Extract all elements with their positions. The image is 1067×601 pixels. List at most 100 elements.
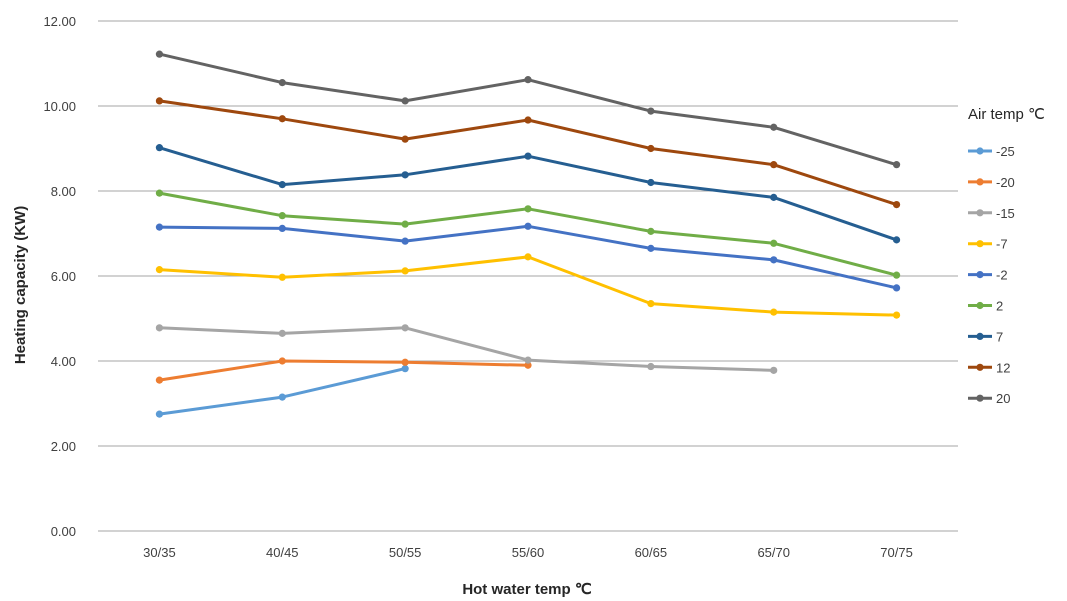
series--15: [155, 324, 778, 374]
data-point: [401, 135, 409, 143]
data-point: [892, 201, 901, 209]
data-point: [647, 107, 655, 115]
data-point: [647, 300, 655, 308]
data-point: [155, 189, 164, 197]
y-tick-label: 0.00: [51, 524, 76, 539]
data-point: [278, 181, 286, 189]
y-tick-label: 10.00: [43, 99, 76, 114]
legend: Air temp ℃ -25 -20 -15 -7 -2 2 7 12 20: [968, 106, 1045, 406]
data-point: [647, 144, 655, 153]
x-tick-label: 40/45: [266, 545, 299, 560]
data-point: [770, 366, 778, 374]
x-tick-label: 60/65: [635, 545, 668, 560]
series-line: [157, 359, 530, 382]
series--7: [155, 253, 901, 319]
legend-swatch-marker: [976, 332, 984, 340]
data-point: [401, 365, 409, 373]
data-point: [401, 220, 409, 228]
series-line: [157, 255, 899, 317]
data-point: [278, 357, 286, 365]
data-point: [155, 410, 164, 418]
legend-title: Air temp ℃: [968, 106, 1045, 123]
legend-swatch-marker: [976, 178, 984, 186]
series-12: [155, 97, 901, 209]
data-point: [155, 324, 164, 332]
legend-item: -7: [968, 237, 1008, 252]
data-point: [155, 376, 164, 384]
data-point: [155, 97, 164, 105]
data-point: [892, 236, 901, 244]
legend-swatch-marker: [976, 301, 984, 310]
data-point: [278, 115, 286, 123]
data-point: [155, 266, 164, 274]
data-point: [770, 308, 778, 316]
legend-label: -15: [996, 206, 1015, 221]
legend-item: 20: [968, 391, 1010, 406]
legend-label: -25: [996, 144, 1015, 159]
y-tick-labels: 0.00 2.00 4.00 6.00 8.00 10.00 12.00: [43, 14, 76, 539]
data-point: [892, 271, 901, 279]
legend-label: 7: [996, 329, 1003, 344]
data-point: [524, 116, 532, 124]
data-point: [401, 267, 409, 275]
data-point: [892, 284, 901, 292]
data-point: [524, 361, 532, 369]
y-tick-label: 2.00: [51, 439, 76, 454]
series--20: [155, 357, 532, 384]
series-lines: [155, 50, 901, 418]
data-point: [401, 324, 409, 332]
data-point: [524, 205, 532, 213]
legend-swatch-marker: [976, 147, 984, 155]
legend-item: 7: [968, 329, 1003, 344]
data-point: [278, 79, 286, 87]
legend-label: 12: [996, 360, 1010, 375]
data-point: [278, 212, 286, 220]
data-point: [770, 123, 778, 131]
legend-item: -20: [968, 175, 1015, 190]
legend-label: 20: [996, 391, 1010, 406]
series-line: [157, 52, 899, 167]
data-point: [892, 161, 901, 169]
data-point: [278, 329, 286, 337]
x-tick-label: 30/35: [143, 545, 176, 560]
y-tick-label: 4.00: [51, 354, 76, 369]
y-axis-title: Heating capacity (KW): [12, 206, 29, 364]
gridlines: [98, 20, 958, 532]
data-point: [770, 256, 778, 264]
series-20: [155, 50, 901, 169]
data-point: [647, 227, 655, 235]
data-point: [155, 223, 164, 231]
x-tick-label: 65/70: [757, 545, 790, 560]
series--2: [155, 222, 901, 292]
legend-item: 2: [968, 299, 1003, 314]
data-point: [524, 222, 532, 230]
data-point: [892, 311, 901, 319]
y-tick-label: 6.00: [51, 269, 76, 284]
legend-swatch-marker: [976, 271, 984, 279]
data-point: [155, 50, 164, 58]
x-tick-label: 55/60: [512, 545, 545, 560]
y-tick-label: 12.00: [43, 14, 76, 29]
data-point: [401, 171, 409, 179]
data-point: [647, 362, 655, 371]
series-7: [155, 144, 901, 244]
data-point: [401, 237, 409, 245]
x-tick-labels: 30/35 40/45 50/55 55/60 60/65 65/70 70/75: [143, 545, 913, 560]
data-point: [401, 97, 409, 105]
legend-swatch-marker: [976, 394, 984, 402]
legend-item: -25: [968, 144, 1015, 159]
data-point: [770, 239, 778, 247]
series-2: [155, 189, 901, 279]
data-point: [155, 144, 164, 152]
legend-swatch-marker: [976, 240, 984, 248]
series--25: [155, 365, 409, 418]
legend-label: -7: [996, 237, 1008, 252]
data-point: [278, 224, 286, 232]
data-point: [278, 393, 286, 401]
legend-label: -20: [996, 175, 1015, 190]
data-point: [278, 273, 286, 281]
legend-label: -2: [996, 268, 1008, 283]
legend-item: -15: [968, 206, 1015, 221]
